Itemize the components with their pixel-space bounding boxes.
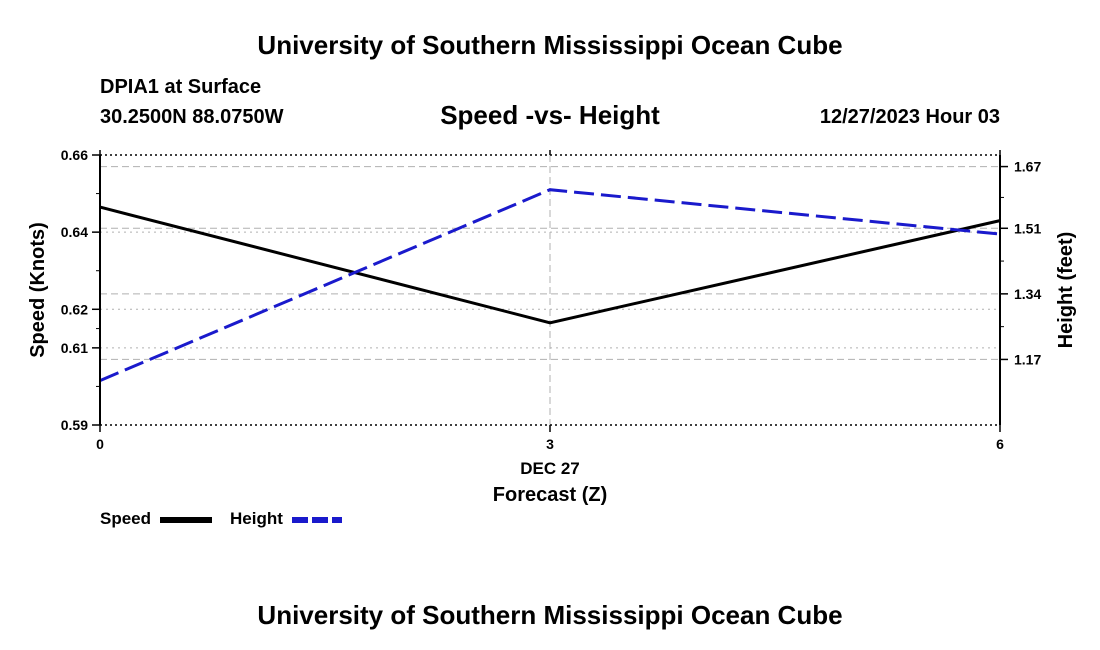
legend-height-label: Height	[230, 509, 283, 528]
series-lines	[99, 188, 1001, 382]
chart-axes: 0.59 0.61 0.62 0.64 0.66 1.17 1.34 1.51 1.67 0 3 6	[61, 147, 1042, 452]
footer-title: University of Southern Mississippi Ocean…	[257, 600, 843, 630]
axis-labels: DEC 27 Forecast (Z) Speed (Knots) Height…	[27, 222, 1077, 506]
right-tick-label: 1.17	[1014, 351, 1041, 367]
x-axis-label: Forecast (Z)	[493, 484, 607, 506]
left-tick-label: 0.66	[61, 147, 88, 163]
x-tick-label: 6	[996, 436, 1004, 452]
legend-speed-label: Speed	[100, 509, 152, 528]
right-tick-label: 1.67	[1014, 159, 1041, 175]
x-tick-label: 3	[546, 436, 554, 452]
speed-series-line	[99, 205, 1001, 325]
x-axis-date-label: DEC 27	[520, 459, 580, 478]
right-tick-label: 1.34	[1014, 286, 1041, 302]
left-tick-label: 0.61	[61, 340, 88, 356]
page-title: University of Southern Mississippi Ocean…	[257, 30, 843, 60]
left-tick-label: 0.64	[61, 224, 88, 240]
chart-title: Speed -vs- Height	[440, 100, 660, 130]
left-tick-label: 0.62	[61, 301, 88, 317]
station-label: DPIA1 at Surface	[100, 76, 262, 98]
right-axis-label: Height (feet)	[1055, 232, 1077, 349]
left-axis-label: Speed (Knots)	[27, 222, 49, 358]
forecast-datetime: 12/27/2023 Hour 03	[819, 106, 1000, 128]
left-tick-label: 0.59	[61, 417, 88, 433]
height-series-line	[99, 188, 1001, 382]
grid-lines	[100, 155, 1000, 425]
right-tick-label: 1.51	[1014, 220, 1041, 236]
x-tick-label: 0	[96, 436, 104, 452]
coordinates-label: 30.2500N 88.0750W	[100, 106, 284, 128]
